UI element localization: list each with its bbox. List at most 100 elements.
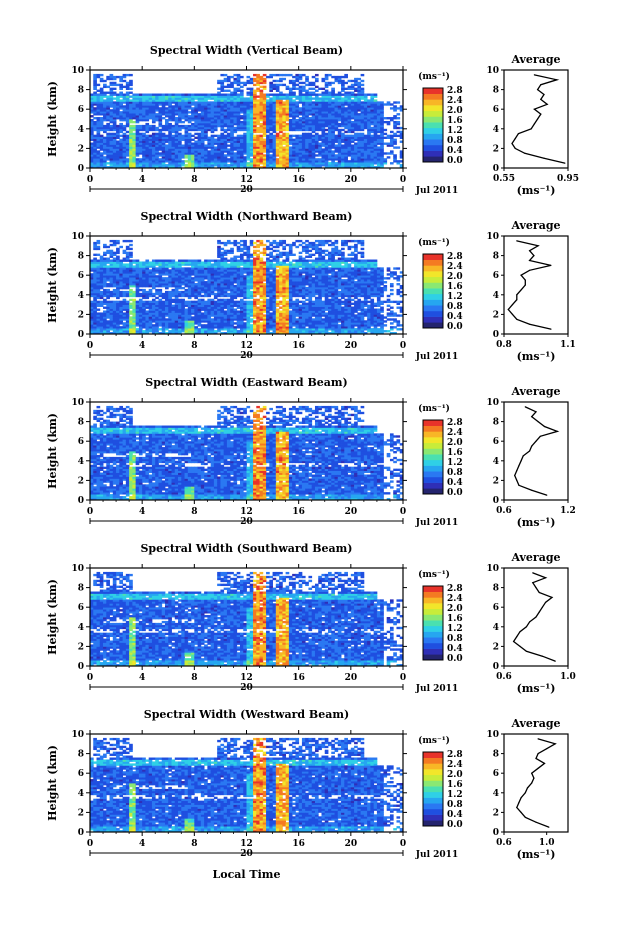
beam-panel-4: Spectral Width (Westward Beam) Height (km… (46, 708, 569, 861)
colorbar-segment (423, 625, 443, 632)
beam-panel-1: Spectral Width (Northward Beam) Height (k… (46, 210, 576, 363)
colorbar: 0.00.40.81.21.62.02.42.8 (422, 252, 463, 332)
profile-point (532, 582, 534, 584)
colorbar-tick-label: 2.0 (447, 272, 463, 282)
profile-point (511, 304, 514, 306)
profile-point (514, 138, 516, 140)
x-tick-label: 20 (345, 341, 358, 351)
colorbar: 0.00.40.81.21.62.02.42.8 (422, 750, 463, 830)
colorbar-tick-label: 2.4 (447, 262, 463, 272)
colorbar-tick-label: 0.0 (447, 156, 463, 166)
colorbar-segment (423, 814, 443, 821)
profile-point (543, 93, 545, 96)
profile-point (526, 787, 529, 789)
profile-point (540, 84, 542, 86)
profile-point (535, 821, 537, 823)
profile-point (520, 811, 522, 814)
colorbar-segment (423, 139, 443, 146)
profile-point (550, 328, 552, 330)
colorbar-segment (423, 803, 443, 810)
x-tick-label: 20 (345, 507, 358, 517)
y-tick-label: 6 (78, 603, 84, 613)
y-tick-label: 8 (78, 86, 84, 96)
day-label: 20 (240, 683, 253, 693)
colorbar-segment (423, 763, 443, 770)
colorbar-unit: (ms⁻¹) (418, 237, 450, 248)
colorbar-segment (423, 757, 443, 764)
colorbar-segment (423, 591, 443, 598)
profile-x-label: (ms⁻¹) (517, 516, 556, 529)
x-tick-label: 4 (139, 175, 145, 185)
profile-point (556, 430, 558, 432)
profile-point (518, 484, 520, 486)
colorbar-segment (423, 808, 443, 815)
colorbar-tick-label: 0.8 (447, 634, 463, 644)
x-tick-label: 8 (191, 839, 197, 849)
colorbar-tick-label: 0.0 (447, 322, 463, 332)
profile-point (511, 313, 514, 315)
profile-point (550, 264, 552, 266)
colorbar-segment (423, 105, 443, 112)
heatmap (90, 239, 404, 335)
x-tick-label: 12 (240, 839, 253, 849)
colorbar-segment (423, 614, 443, 621)
profile-y-tick-label: 2 (493, 144, 499, 154)
profile-point (532, 572, 534, 574)
panel-title: Spectral Width (Northward Beam) (141, 210, 353, 223)
profile-title: Average (510, 385, 560, 398)
colorbar-tick-label: 2.8 (447, 418, 463, 428)
profile-y-tick-label: 10 (486, 398, 499, 408)
colorbar-segment (423, 116, 443, 123)
profile-point (524, 152, 526, 154)
day-label: 20 (240, 517, 253, 527)
y-axis-label: Height (km) (46, 745, 59, 821)
colorbar-segment (423, 127, 443, 134)
colorbar-segment (423, 791, 443, 798)
profile-frame (503, 235, 569, 335)
profile-point (516, 470, 518, 472)
colorbar-tick-label: 2.8 (447, 86, 463, 96)
profile-y-tick-label: 8 (493, 418, 499, 428)
date-label: Jul 2011 (415, 186, 458, 196)
y-tick-label: 0 (78, 164, 84, 174)
profile-point (537, 245, 539, 247)
colorbar-segment (423, 648, 443, 655)
colorbar-tick-label: 1.2 (447, 126, 463, 136)
colorbar-tick-label: 0.0 (447, 820, 463, 830)
profile-x-tick-label: 1.0 (560, 672, 576, 682)
y-tick-label: 8 (78, 750, 84, 760)
profile-point (540, 98, 542, 100)
colorbar-frame (422, 253, 444, 329)
profile-point (531, 416, 533, 418)
profile-y-tick-label: 0 (493, 164, 499, 174)
y-tick-label: 2 (78, 310, 84, 320)
x-tick-label: 4 (139, 839, 145, 849)
colorbar-segment (423, 282, 443, 289)
y-tick-label: 4 (78, 125, 84, 135)
profile-point (529, 269, 531, 271)
profile-point (537, 767, 539, 769)
colorbar-tick-label: 2.4 (447, 594, 463, 604)
colorbar-segment (423, 265, 443, 272)
profile-y-tick-label: 8 (493, 750, 499, 760)
profile-y-tick-label: 6 (493, 105, 499, 115)
colorbar-segment (423, 156, 443, 163)
colorbar: 0.00.40.81.21.62.02.42.8 (422, 418, 463, 498)
colorbar-segment (423, 437, 443, 444)
heatmap (90, 405, 404, 501)
y-tick-label: 0 (78, 330, 84, 340)
profile-point (522, 455, 524, 457)
profile-point (530, 128, 532, 130)
colorbar-segment (423, 431, 443, 438)
profile-point (516, 806, 518, 809)
colorbar-tick-label: 0.8 (447, 136, 463, 146)
colorbar-segment (423, 271, 443, 278)
profile-point (524, 284, 526, 286)
colorbar-segment (423, 448, 443, 455)
profile-y-tick-label: 6 (493, 603, 499, 613)
profile-point (533, 123, 536, 125)
colorbar-segment (423, 603, 443, 610)
colorbar-segment (423, 288, 443, 295)
profile-point (537, 738, 539, 740)
colorbar-tick-label: 2.0 (447, 438, 463, 448)
